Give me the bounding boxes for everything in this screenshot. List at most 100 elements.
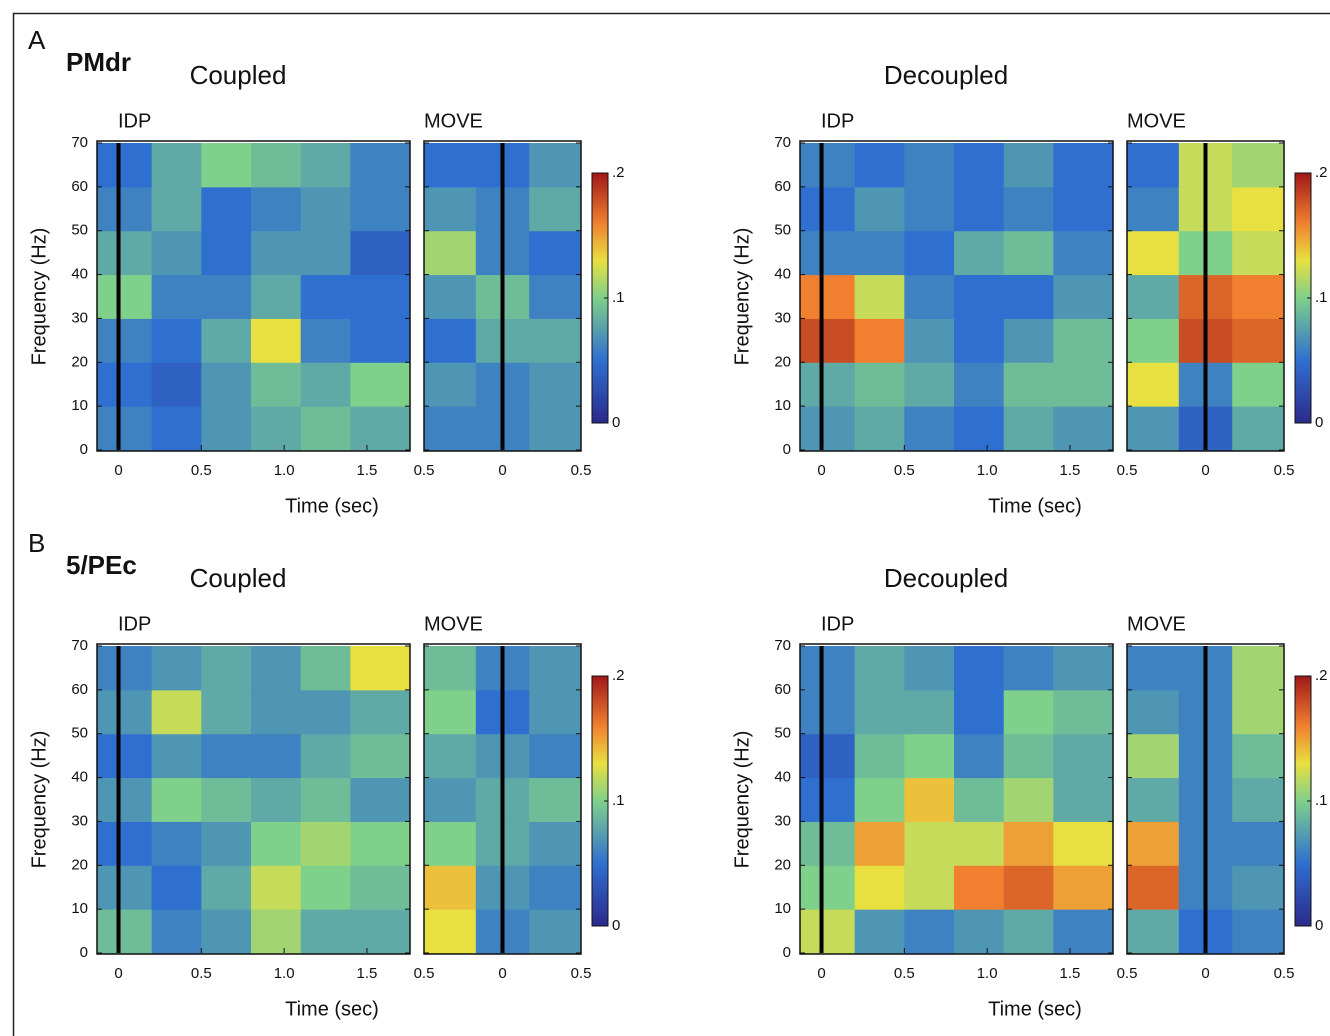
plot-frame	[799, 643, 1114, 955]
heatmap-cell	[1003, 362, 1054, 407]
x-tick-label: 0.5	[414, 965, 435, 982]
heatmap-cell	[1003, 406, 1054, 451]
y-axis-label: Frequency (Hz)	[731, 731, 753, 869]
x-tick-label: 1.5	[1060, 965, 1081, 982]
heatmap-cell	[854, 821, 905, 866]
heatmap-cell	[1003, 733, 1054, 779]
heatmap-cell	[350, 733, 411, 779]
heatmap-cell	[529, 143, 582, 188]
heatmap-cell	[424, 909, 477, 954]
heatmap-cell	[1127, 689, 1180, 735]
heatmap-cell	[424, 865, 477, 910]
heatmap-cell	[904, 865, 955, 910]
heatmap-cell	[800, 274, 856, 319]
y-tick-label: 30	[71, 309, 88, 326]
heatmap-cell	[300, 733, 351, 779]
heatmap-cell	[800, 689, 856, 735]
heatmap-cell	[350, 646, 411, 691]
heatmap-cell	[201, 865, 252, 910]
heatmap-cell	[1232, 318, 1285, 363]
area-label: PMdr	[66, 47, 131, 77]
heatmap-cell	[251, 318, 302, 363]
heatmap-cell	[854, 865, 905, 910]
heatmap-cell	[1003, 186, 1054, 232]
heatmap-cell	[300, 821, 351, 866]
heatmap-cell	[1053, 733, 1114, 779]
y-axis-label: Frequency (Hz)	[28, 731, 50, 869]
plot-frame	[96, 643, 411, 955]
heatmap-cell	[97, 186, 153, 232]
heatmap-cell	[854, 406, 905, 451]
heatmap-cell	[800, 733, 856, 779]
x-tick-label: 0	[817, 462, 825, 479]
y-tick-label: 50	[774, 725, 791, 742]
subplot-label: IDP	[821, 110, 854, 132]
heatmap-cell	[1003, 274, 1054, 319]
heatmap-cell	[1232, 909, 1285, 954]
heatmap-cell	[854, 186, 905, 232]
chart-title: Coupled	[190, 60, 287, 90]
y-tick-label: 60	[71, 681, 88, 698]
y-tick-label: 30	[774, 309, 791, 326]
heatmap-cell	[97, 318, 153, 363]
heatmap-cell	[1232, 274, 1285, 319]
subplot-label: MOVE	[1127, 110, 1186, 132]
heatmap	[800, 646, 1114, 954]
heatmap-cell	[350, 143, 411, 188]
heatmap-cell	[854, 777, 905, 822]
heatmap-cell	[904, 274, 955, 319]
heatmap-cell	[201, 230, 252, 276]
x-tick-label: 0.5	[1274, 462, 1295, 479]
heatmap-cell	[424, 143, 477, 188]
plot-frame	[423, 140, 582, 452]
heatmap-cell	[954, 777, 1005, 822]
heatmap-cell	[350, 186, 411, 232]
y-tick-label: 10	[71, 900, 88, 917]
x-tick-label: 0	[817, 965, 825, 982]
heatmap-cell	[1127, 318, 1180, 363]
heatmap-cell	[954, 865, 1005, 910]
y-tick-label: 50	[774, 222, 791, 239]
heatmap-cell	[300, 689, 351, 735]
y-tick-label: 50	[71, 222, 88, 239]
heatmap-cell	[424, 186, 477, 232]
heatmap-cell	[529, 909, 582, 954]
heatmap-cell	[97, 821, 153, 866]
heatmap-cell	[1232, 689, 1285, 735]
heatmap-cell	[1232, 143, 1285, 188]
heatmap-cell	[904, 406, 955, 451]
heatmap-cell	[854, 909, 905, 954]
chart-title: Coupled	[190, 563, 287, 593]
colorbar-tick-label: .2	[612, 164, 625, 181]
heatmap-cell	[201, 143, 252, 188]
heatmap-cell	[300, 230, 351, 276]
heatmap-cell	[251, 646, 302, 691]
heatmap-cell	[300, 143, 351, 188]
heatmap-cell	[350, 777, 411, 822]
y-tick-label: 10	[774, 900, 791, 917]
heatmap-cell	[1232, 186, 1285, 232]
heatmap-cell	[1003, 646, 1054, 691]
x-tick-label: 0.5	[571, 462, 592, 479]
heatmap-cell	[1127, 646, 1180, 691]
x-tick-label: 0.5	[1117, 965, 1138, 982]
heatmap	[424, 143, 582, 451]
y-tick-label: 20	[71, 353, 88, 370]
x-tick-label: 0.5	[414, 462, 435, 479]
heatmap-cell	[151, 646, 202, 691]
heatmap-cell	[529, 821, 582, 866]
subplot-label: MOVE	[1127, 613, 1186, 635]
heatmap-cell	[201, 274, 252, 319]
heatmap-cell	[1053, 143, 1114, 188]
x-tick-label: 0	[1201, 462, 1209, 479]
heatmap-cell	[300, 318, 351, 363]
heatmap-cell	[1053, 909, 1114, 954]
heatmap-cell	[1053, 274, 1114, 319]
heatmap-cell	[424, 406, 477, 451]
y-tick-label: 60	[774, 178, 791, 195]
heatmap-cell	[300, 274, 351, 319]
heatmap-cell	[424, 733, 477, 779]
y-tick-label: 0	[783, 441, 791, 458]
plot-frame	[1126, 643, 1285, 955]
heatmap-cell	[904, 646, 955, 691]
